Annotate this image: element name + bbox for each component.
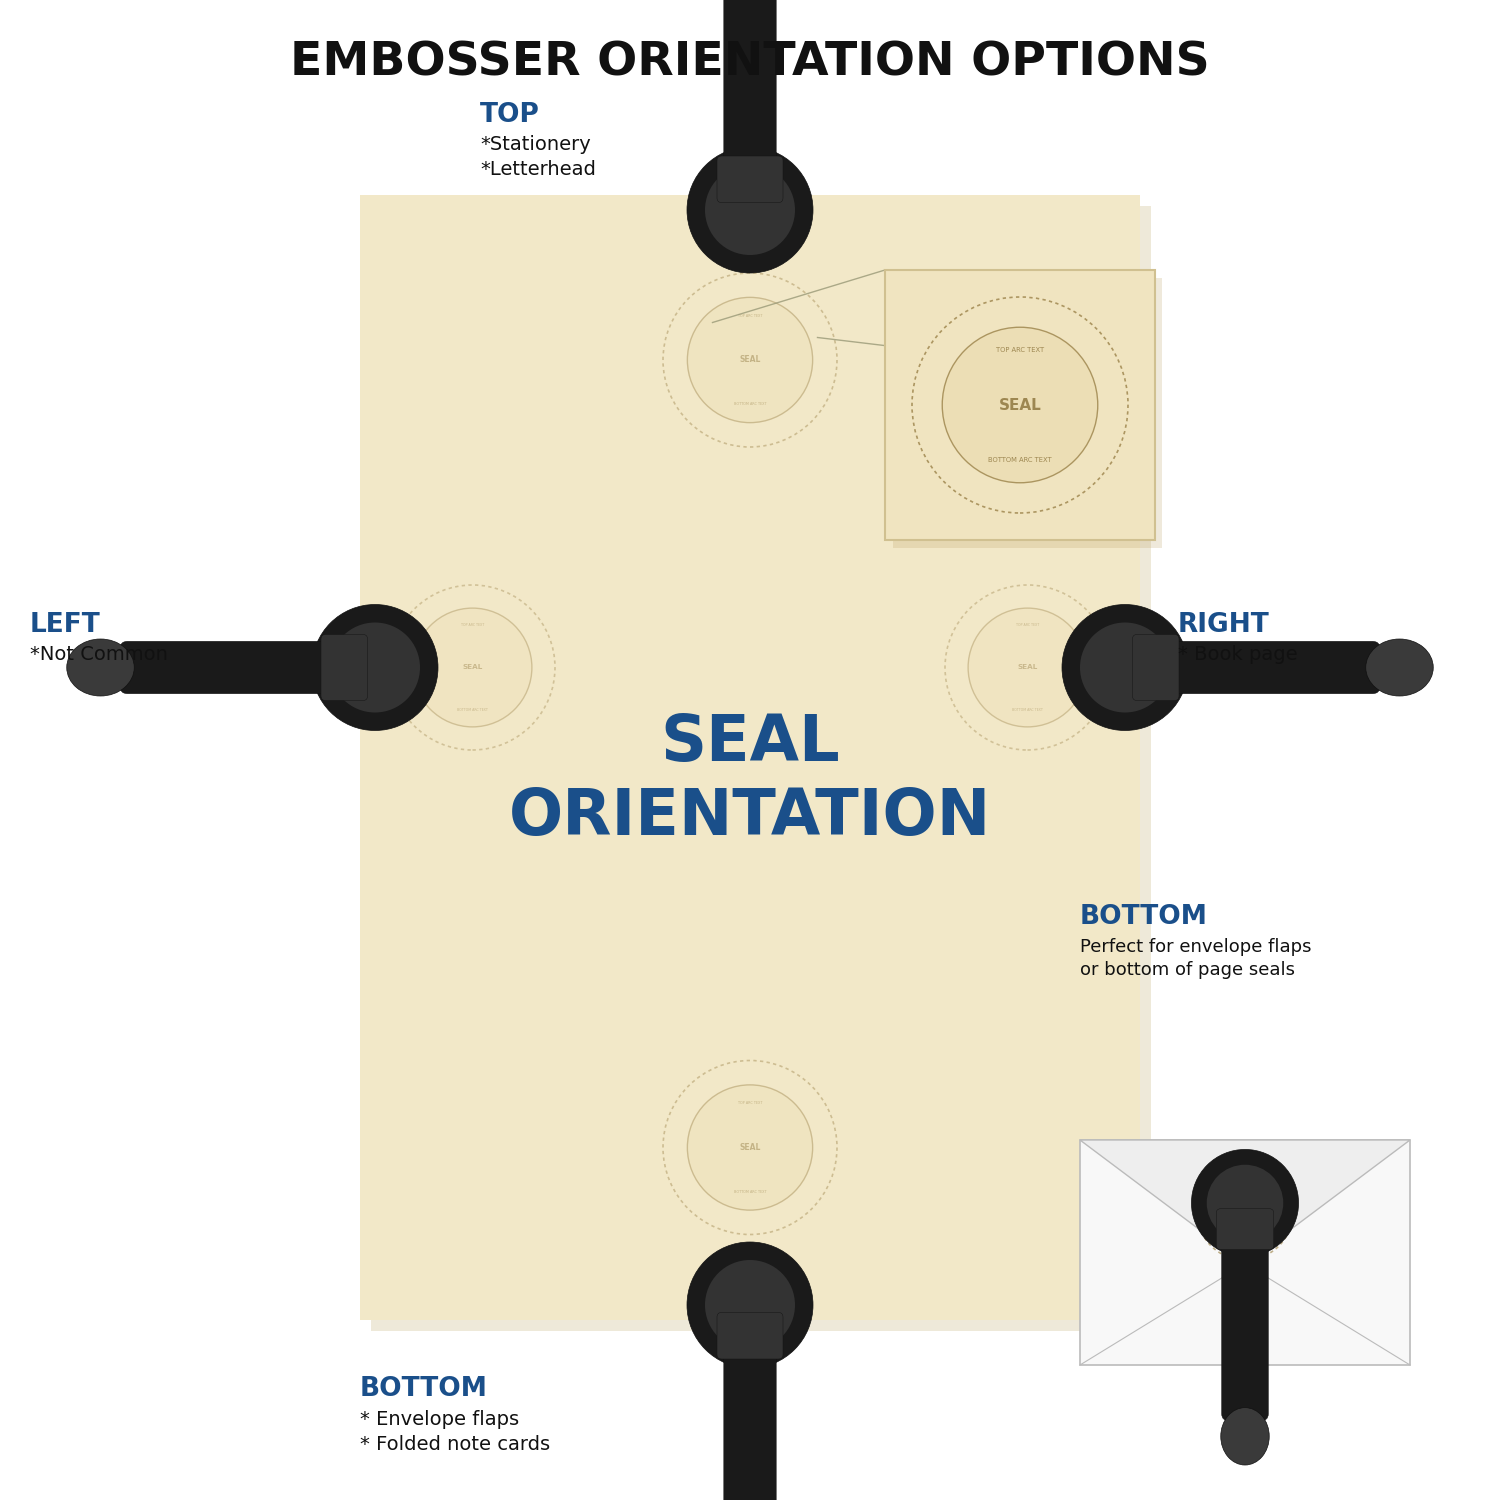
Circle shape [705, 1260, 795, 1350]
Circle shape [312, 604, 438, 730]
Text: TOP ARC TEXT: TOP ARC TEXT [738, 314, 762, 318]
Circle shape [1062, 604, 1188, 730]
Text: SEAL
ORIENTATION: SEAL ORIENTATION [509, 712, 992, 848]
Ellipse shape [66, 639, 135, 696]
FancyBboxPatch shape [1080, 1140, 1410, 1365]
Text: TOP ARC TEXT: TOP ARC TEXT [996, 346, 1044, 352]
FancyBboxPatch shape [723, 1350, 777, 1500]
Text: LEFT: LEFT [30, 612, 100, 638]
Circle shape [687, 1084, 813, 1210]
Circle shape [687, 147, 813, 273]
Circle shape [968, 608, 1088, 728]
Text: *Stationery
*Letterhead: *Stationery *Letterhead [480, 135, 596, 178]
Circle shape [687, 1242, 813, 1368]
Text: SEAL: SEAL [462, 664, 483, 670]
Text: SEAL: SEAL [1017, 664, 1038, 670]
FancyBboxPatch shape [120, 640, 330, 693]
FancyBboxPatch shape [360, 195, 1140, 1320]
Text: BOTTOM: BOTTOM [1080, 904, 1208, 930]
Ellipse shape [1221, 1407, 1269, 1466]
Circle shape [1191, 1149, 1299, 1257]
FancyBboxPatch shape [1132, 634, 1179, 700]
Text: TOP ARC TEXT: TOP ARC TEXT [460, 624, 484, 627]
Text: * Book page: * Book page [1178, 645, 1298, 664]
FancyBboxPatch shape [885, 270, 1155, 540]
Polygon shape [1080, 1140, 1410, 1263]
FancyBboxPatch shape [1216, 1209, 1274, 1249]
FancyBboxPatch shape [723, 0, 777, 165]
FancyBboxPatch shape [321, 634, 368, 700]
Circle shape [1206, 1164, 1282, 1242]
FancyBboxPatch shape [1170, 640, 1380, 693]
Text: SEAL: SEAL [740, 356, 760, 364]
Text: TOP ARC TEXT: TOP ARC TEXT [738, 1101, 762, 1106]
Text: SEAL: SEAL [1240, 1210, 1250, 1214]
FancyBboxPatch shape [1221, 1240, 1269, 1420]
FancyBboxPatch shape [717, 1312, 783, 1359]
Text: BOTTOM ARC TEXT: BOTTOM ARC TEXT [988, 458, 1052, 464]
Circle shape [687, 297, 813, 423]
Text: Perfect for envelope flaps
or bottom of page seals: Perfect for envelope flaps or bottom of … [1080, 938, 1311, 980]
Text: RIGHT: RIGHT [1178, 612, 1269, 638]
Circle shape [413, 608, 532, 728]
Text: BOTTOM: BOTTOM [360, 1377, 488, 1402]
FancyBboxPatch shape [892, 278, 1162, 548]
Text: BOTTOM ARC TEXT: BOTTOM ARC TEXT [734, 1190, 766, 1194]
Circle shape [1080, 622, 1170, 712]
Text: SEAL: SEAL [740, 1143, 760, 1152]
Circle shape [1210, 1178, 1280, 1246]
Text: BOTTOM ARC TEXT: BOTTOM ARC TEXT [734, 402, 766, 406]
Text: EMBOSSER ORIENTATION OPTIONS: EMBOSSER ORIENTATION OPTIONS [290, 40, 1210, 86]
Circle shape [942, 327, 1098, 483]
FancyBboxPatch shape [370, 206, 1150, 1330]
Text: SEAL: SEAL [999, 398, 1041, 412]
Circle shape [705, 165, 795, 255]
FancyBboxPatch shape [717, 156, 783, 203]
Text: BOTTOM ARC TEXT: BOTTOM ARC TEXT [1013, 708, 1042, 711]
Text: * Envelope flaps
* Folded note cards: * Envelope flaps * Folded note cards [360, 1410, 550, 1454]
Text: *Not Common: *Not Common [30, 645, 168, 664]
Text: TOP ARC TEXT: TOP ARC TEXT [1016, 624, 1040, 627]
Ellipse shape [1365, 639, 1434, 696]
Text: BOTTOM ARC TEXT: BOTTOM ARC TEXT [458, 708, 488, 711]
Circle shape [330, 622, 420, 712]
Text: TOP: TOP [480, 102, 540, 128]
